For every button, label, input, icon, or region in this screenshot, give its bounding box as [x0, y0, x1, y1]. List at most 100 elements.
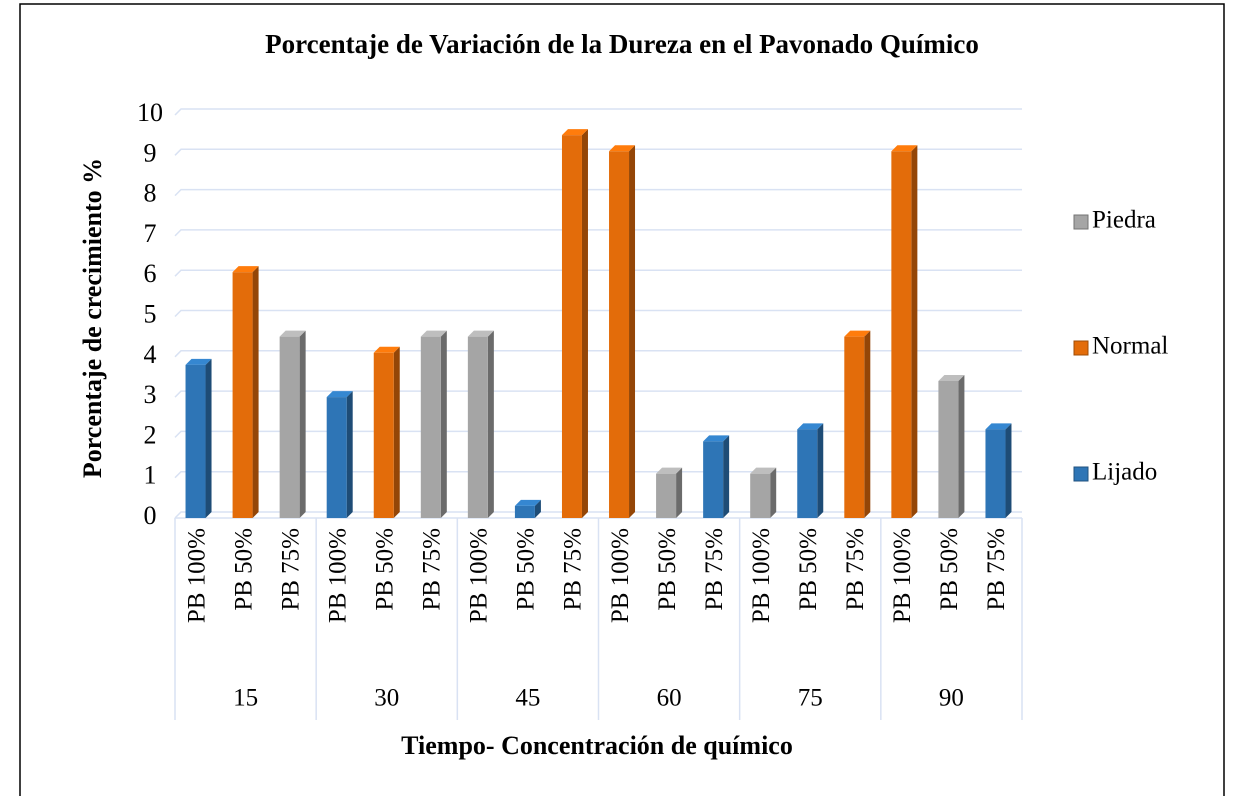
bar-side [629, 145, 636, 518]
grid-line [174, 188, 1022, 197]
bar-side [581, 129, 588, 518]
bar [891, 151, 912, 518]
bar [609, 151, 630, 518]
grid-line [174, 350, 1022, 358]
bar-top [420, 330, 447, 337]
bar [703, 441, 724, 518]
x-tick-label: PB 50% [654, 528, 681, 611]
x-tick-label: PB 75% [701, 528, 728, 611]
grid-line [174, 148, 1022, 156]
bar-top [326, 391, 353, 398]
grid-line [174, 430, 1022, 438]
x-tick-label: PB 100% [748, 528, 775, 623]
bar-top [891, 145, 918, 152]
bar-side [676, 467, 683, 518]
bar-top [703, 435, 730, 442]
bar-top [561, 129, 588, 136]
bar [420, 336, 441, 518]
y-tick-label: 4 [144, 340, 157, 369]
bar [985, 429, 1006, 518]
x-tick-label: PB 75% [842, 528, 869, 611]
x-tick-label: PB 50% [795, 528, 822, 611]
x-tick-label: PB 75% [277, 528, 304, 611]
y-tick-label: 1 [144, 461, 157, 490]
bar-side [252, 266, 259, 518]
group-label: 75 [798, 685, 823, 712]
bar-top [467, 330, 494, 337]
bar-side [299, 330, 306, 518]
bar-top [514, 499, 541, 506]
bar-top [656, 467, 683, 474]
x-tick-label: PB 50% [371, 528, 398, 611]
legend-label: Piedra [1092, 207, 1156, 234]
x-tick-label: PB 100% [183, 528, 210, 623]
x-tick-label: PB 75% [983, 528, 1010, 611]
x-tick-label: PB 50% [230, 528, 257, 611]
legend-swatch [1073, 466, 1089, 482]
y-tick-label: 2 [144, 420, 157, 449]
y-tick-label: 7 [144, 219, 157, 248]
bar [797, 429, 818, 518]
legend-swatch [1073, 214, 1089, 230]
x-tick-label: PB 100% [324, 528, 351, 623]
bar-top [185, 358, 212, 365]
group-label: 45 [515, 685, 540, 712]
bar-side [440, 330, 447, 518]
bar-side [770, 467, 777, 518]
x-tick-label: PB 75% [419, 528, 446, 611]
bar [514, 505, 535, 518]
bar-top [750, 467, 777, 474]
bar-side [864, 330, 871, 518]
grid-line [174, 108, 1022, 116]
y-tick-label: 6 [144, 259, 157, 288]
bar-top [985, 423, 1012, 430]
legend-label: Normal [1092, 333, 1168, 360]
bar-side [817, 423, 824, 518]
bar-top [279, 330, 306, 337]
group-label: 60 [657, 685, 682, 712]
bar-side [958, 374, 965, 518]
grid-line [174, 229, 1022, 237]
bar-side [723, 435, 730, 518]
y-axis-title: Porcentaje de crecimiento % [78, 158, 107, 478]
grid-line [174, 309, 1022, 318]
bar-side [205, 358, 212, 518]
group-label: 90 [939, 685, 964, 712]
x-tick-label: PB 50% [936, 528, 963, 611]
x-tick-label: PB 100% [466, 528, 493, 623]
legend-swatch [1073, 340, 1089, 356]
bar-top [797, 423, 824, 430]
bar-side [487, 330, 494, 518]
bar [373, 352, 394, 518]
group-label: 30 [374, 685, 399, 712]
bar [656, 473, 677, 518]
y-tick-label: 0 [144, 501, 157, 530]
bar [326, 397, 347, 518]
bar-top [373, 346, 400, 353]
bar [279, 336, 300, 518]
x-tick-label: PB 100% [889, 528, 916, 623]
x-tick-label: PB 100% [607, 528, 634, 623]
group-label: 15 [233, 685, 258, 712]
bar-side [534, 499, 541, 518]
bar-top [232, 266, 259, 273]
y-tick-label: 10 [137, 98, 163, 127]
bar-top [938, 374, 965, 381]
bar-side [346, 391, 353, 518]
bar-top [609, 145, 636, 152]
bar [938, 380, 959, 518]
bar-side [911, 145, 918, 518]
bar [750, 473, 771, 518]
bar-side [1005, 423, 1012, 518]
y-tick-label: 5 [144, 299, 157, 328]
chart-title: Porcentaje de Variación de la Dureza en … [265, 29, 979, 59]
bar-top [844, 330, 871, 337]
x-tick-label: PB 75% [560, 528, 587, 611]
bar-side [393, 346, 400, 518]
grid-line [174, 269, 1022, 277]
bar [232, 272, 253, 518]
bar [844, 336, 865, 518]
y-tick-label: 9 [144, 138, 157, 167]
x-tick-label: PB 50% [513, 528, 540, 611]
